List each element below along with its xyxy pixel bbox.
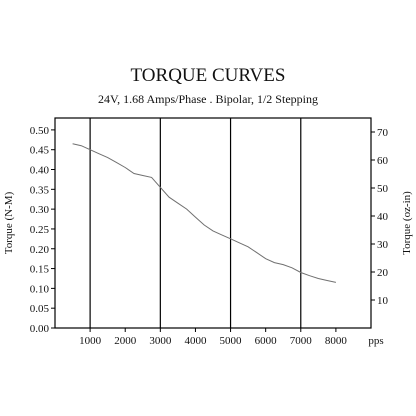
chart-title: TORQUE CURVES bbox=[131, 65, 286, 86]
y2-tick-label: 50 bbox=[377, 183, 389, 195]
y2-axis-ticks: 10 20 30 40 50 60 70 bbox=[371, 127, 389, 307]
x-tick-label: 6000 bbox=[255, 335, 278, 347]
y2-tick-label: 20 bbox=[377, 267, 389, 279]
y-axis-label: Torque (N-M) bbox=[3, 191, 15, 254]
y2-tick-label: 40 bbox=[377, 211, 389, 223]
x-tick-label: 1000 bbox=[79, 335, 102, 347]
y-tick-label: 0.25 bbox=[30, 224, 50, 236]
vertical-gridlines bbox=[89, 118, 302, 328]
y2-tick-label: 70 bbox=[377, 127, 389, 139]
y2-tick-label: 30 bbox=[377, 239, 389, 251]
x-tick-label: 4000 bbox=[184, 335, 207, 347]
series-layer bbox=[72, 143, 337, 283]
x-tick-label: 8000 bbox=[325, 335, 348, 347]
y-tick-label: 0.10 bbox=[30, 283, 50, 295]
y-tick-label: 0.45 bbox=[30, 145, 50, 157]
y-tick-label: 0.40 bbox=[30, 165, 50, 177]
y-tick-label: 0.15 bbox=[30, 264, 50, 276]
y-tick-label: 0.20 bbox=[30, 244, 50, 256]
torque-curve-line-0 bbox=[72, 143, 337, 283]
y-tick-label: 0.35 bbox=[30, 184, 50, 196]
x-tick-label: 3000 bbox=[149, 335, 172, 347]
plot-frame bbox=[54, 117, 372, 329]
x-axis-ticks: 1000 2000 3000 4000 5000 6000 7000 8000 bbox=[79, 328, 347, 347]
x-tick-label: 5000 bbox=[220, 335, 243, 347]
y2-axis-label: Torque (oz-in) bbox=[401, 191, 413, 255]
y2-tick-label: 60 bbox=[377, 155, 389, 167]
y-tick-label: 0.00 bbox=[30, 323, 50, 335]
chart-subtitle: 24V, 1.68 Amps/Phase . Bipolar, 1/2 Step… bbox=[98, 92, 318, 106]
x-tick-label: 7000 bbox=[290, 335, 313, 347]
y-tick-label: 0.05 bbox=[30, 303, 50, 315]
y-tick-label: 0.50 bbox=[30, 125, 50, 137]
y-axis-ticks: 0.00 0.05 0.10 0.15 0.20 0.25 0.30 0.35 0.40 0.45… bbox=[30, 125, 55, 335]
y-tick-label: 0.30 bbox=[30, 204, 50, 216]
x-tick-label: 2000 bbox=[114, 335, 137, 347]
x-unit-label: pps bbox=[368, 335, 383, 347]
y2-tick-label: 10 bbox=[377, 295, 389, 307]
